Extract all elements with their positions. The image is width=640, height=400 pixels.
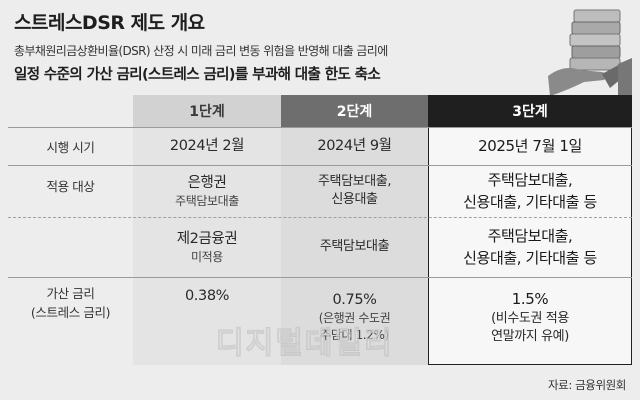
- row-divider: [8, 127, 632, 128]
- stage2-column-bg: [281, 127, 428, 365]
- stage1-header: 1단계: [133, 95, 281, 127]
- stage3-target-b: 주택담보대출, 신용대출, 기타대출 등: [428, 217, 632, 277]
- stage2-rate: 0.75% (은행권 수도권 주담대 1.2%): [281, 277, 428, 357]
- stage1-target-b-main: 제2금융권: [176, 230, 238, 247]
- stage3-rate-value: 1.5%: [511, 290, 549, 308]
- stage3-rate: 1.5% (비수도권 적용 연말까지 유예): [428, 277, 632, 357]
- stage1-rate-value: 0.38%: [184, 288, 230, 304]
- stage3-header: 3단계: [428, 95, 632, 127]
- stage2-target-a-line1: 주택담보대출,: [317, 174, 392, 189]
- stage1-target-b: 제2금융권 미적용: [133, 217, 281, 277]
- stage3-target-a-line1: 주택담보대출,: [487, 171, 573, 189]
- row-label-rate-line1: 가산 금리: [46, 286, 95, 301]
- stage1-target-a-main: 은행권: [187, 174, 227, 191]
- stage1-target-b-sub: 미적용: [191, 249, 223, 264]
- row-label-date: 시행 시기: [46, 139, 95, 155]
- watermark: 디지털데일리: [216, 326, 394, 362]
- row-label-target: 적용 대상: [46, 178, 95, 194]
- row-label-rate: 가산 금리 (스트레스 금리): [8, 277, 133, 327]
- stage1-rate: 0.38%: [133, 277, 281, 315]
- row-label-rate-line2: (스트레스 금리): [30, 305, 111, 320]
- stage3-target-b-line2: 신용대출, 기타대출 등: [463, 249, 597, 267]
- subtitle-line-2: 일정 수준의 가산 금리(스트레스 금리)를 부과해 대출 한도 축소: [14, 67, 381, 83]
- money-stack-hand-icon: [548, 9, 632, 96]
- stage2-header: 2단계: [281, 95, 428, 127]
- row-divider: [8, 165, 632, 166]
- stage3-rate-note2: 연말까지 유예): [491, 329, 569, 344]
- stage1-target-a-sub: 주택담보대출: [175, 193, 239, 208]
- stage1-column-bg: [133, 127, 281, 365]
- stage2-rate-value: 0.75%: [332, 292, 377, 308]
- stage3-date: 2025년 7월 1일: [478, 137, 582, 155]
- stage2-rate-note1: (은행권 수도권: [318, 311, 391, 325]
- stage3-target-b-line1: 주택담보대출,: [487, 227, 573, 245]
- stage2-rate-note2: 주담대 1.2%): [320, 328, 389, 342]
- stage2-date: 2024년 9월: [317, 138, 392, 154]
- stage2-target-b: 주택담보대출: [319, 239, 390, 254]
- stage3-rate-note1: (비수도권 적용: [491, 311, 569, 326]
- subtitle-line-1: 총부채원리금상환비율(DSR) 산정 시 미래 금리 변동 위험을 반영해 대출…: [14, 44, 388, 58]
- page-title: 스트레스DSR 제도 개요: [14, 12, 205, 34]
- stage2-target-a-line2: 신용대출: [331, 192, 378, 207]
- stage1-date: 2024년 2월: [169, 138, 245, 154]
- stage3-target-a: 주택담보대출, 신용대출, 기타대출 등: [428, 165, 632, 217]
- row-divider: [8, 277, 632, 278]
- source-credit: 자료: 금융위원회: [548, 378, 626, 392]
- stage1-target-a: 은행권 주택담보대출: [133, 165, 281, 217]
- stage2-target-a: 주택담보대출, 신용대출: [281, 165, 428, 217]
- stage3-column-bg: [428, 127, 632, 365]
- row-divider-dashed: [8, 217, 632, 218]
- stress-dsr-table: 1단계 2단계 3단계 시행 시기 2024년 2월 2024년 9월 2025…: [8, 95, 632, 365]
- stage3-target-a-line2: 신용대출, 기타대출 등: [463, 193, 597, 211]
